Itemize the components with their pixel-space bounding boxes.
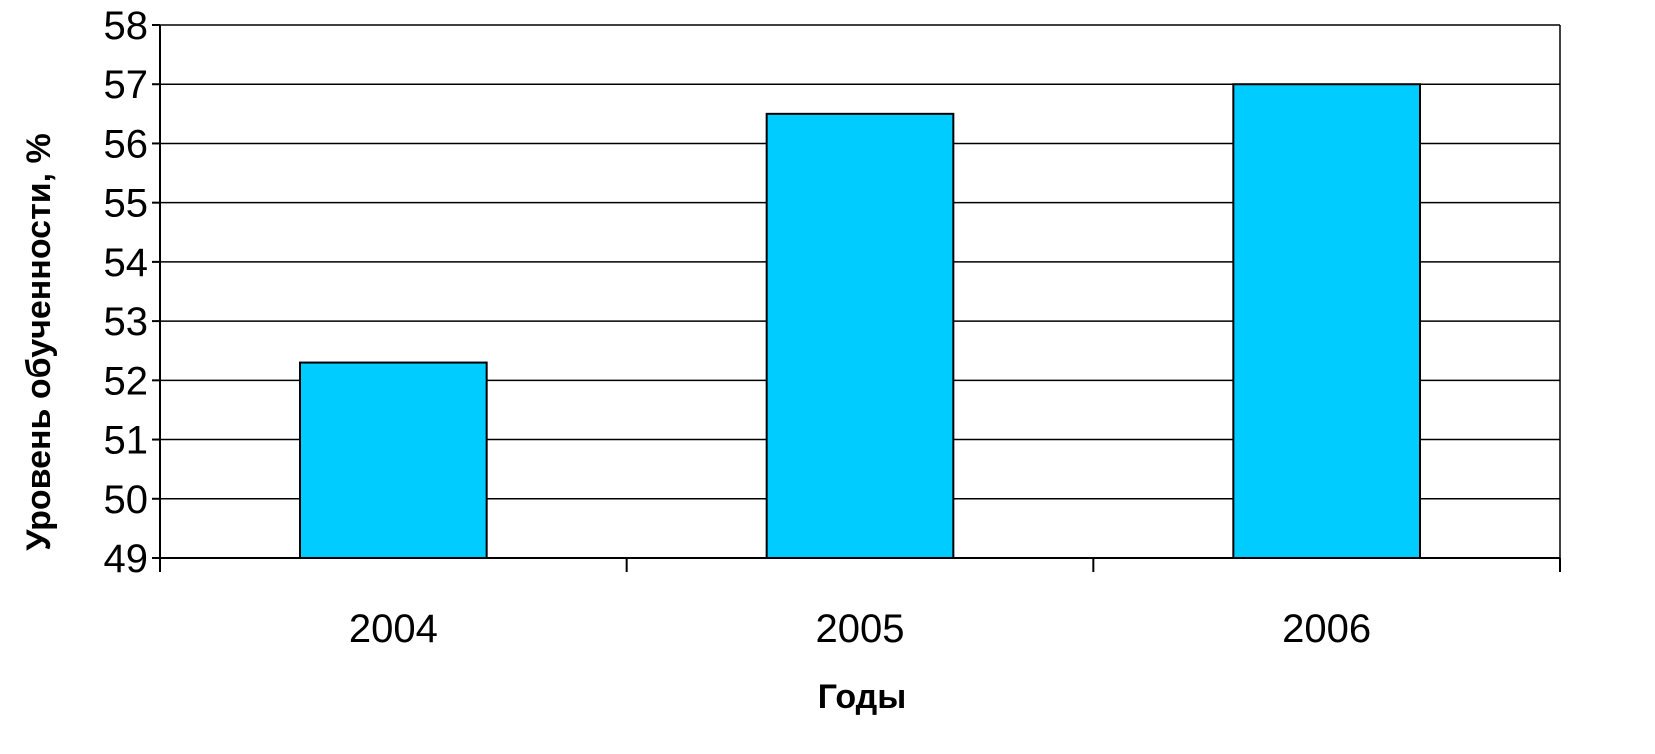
y-tick-label: 53 <box>104 300 149 344</box>
y-tick-labels: 49 50 51 52 53 54 55 56 57 58 <box>104 4 149 581</box>
x-tick-label: 2005 <box>816 607 905 651</box>
y-tick-label: 49 <box>104 537 149 581</box>
y-tick-label: 50 <box>104 478 149 522</box>
y-axis-title: Уровень обученности, % <box>20 133 58 551</box>
y-tick-label: 52 <box>104 359 149 403</box>
bar-2004 <box>299 361 488 560</box>
bar-2006 <box>1232 83 1422 559</box>
bar-2005 <box>765 112 955 559</box>
x-tick-labels: 2004 2005 2006 <box>349 607 1371 651</box>
x-tick-label: 2004 <box>349 607 438 651</box>
y-tick-label: 51 <box>104 419 149 463</box>
y-tick-label: 58 <box>104 4 149 48</box>
x-tick-label: 2006 <box>1282 607 1371 651</box>
axes <box>152 24 1561 572</box>
y-tick-label: 55 <box>104 182 149 226</box>
y-tick-label: 57 <box>104 63 149 107</box>
x-axis-title: Годы <box>818 678 907 716</box>
y-tick-label: 54 <box>104 241 149 285</box>
y-tick-label: 56 <box>104 122 149 166</box>
